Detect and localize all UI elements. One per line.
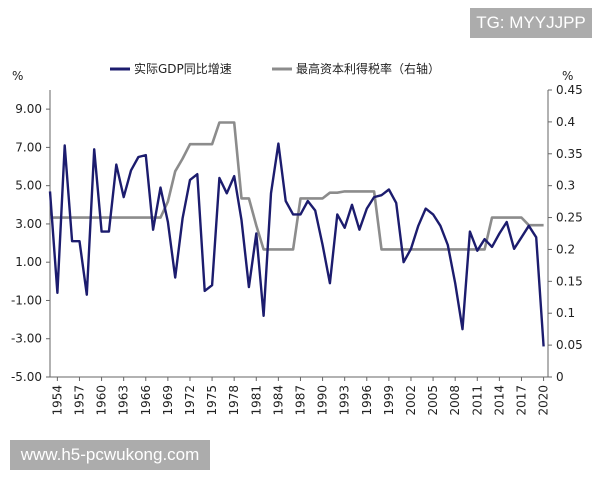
series-line-capital-gains-tax [50, 121, 544, 251]
right-axis-tick-label: 0.25 [556, 211, 583, 225]
left-axis-tick-label: 9.00 [15, 102, 42, 116]
x-axis-tick-label: 2017 [514, 385, 528, 416]
x-axis-tick-label: 2020 [537, 385, 551, 416]
x-axis-tick-label: 1981 [249, 385, 263, 416]
x-axis-tick-label: 1996 [360, 385, 374, 416]
right-axis-tick-label: 0.35 [556, 147, 583, 161]
left-unit-label: % [12, 69, 23, 83]
x-axis-tick-label: 1963 [117, 385, 131, 416]
series [48, 121, 545, 347]
right-axis-tick-label: 0.45 [556, 83, 583, 97]
x-axis-tick-label: 2002 [404, 385, 418, 416]
left-axis-tick-label: 1.00 [15, 255, 42, 269]
left-axis-tick-label: -3.00 [11, 332, 42, 346]
legend-label-tax: 最高资本利得税率（右轴） [296, 61, 440, 76]
x-axis-tick-label: 1975 [205, 385, 219, 416]
x-axis-tick-label: 1978 [227, 385, 241, 416]
x-axis-tick-label: 1954 [50, 385, 64, 416]
left-axis-tick-label: -5.00 [11, 370, 42, 384]
x-axis-tick-label: 2005 [426, 385, 440, 416]
legend: 实际GDP同比增速 最高资本利得税率（右轴） [110, 61, 440, 76]
watermark-top: TG: MYYJJPP [470, 8, 592, 38]
right-axis-tick-label: 0.3 [556, 179, 575, 193]
watermark-bottom: www.h5-pcwukong.com [10, 440, 210, 470]
x-axis-tick-label: 1999 [382, 385, 396, 416]
x-axis-tick-label: 1969 [161, 385, 175, 416]
right-axis-tick-label: 0.2 [556, 242, 575, 256]
x-axis-tick-label: 2014 [492, 385, 506, 416]
legend-label-gdp: 实际GDP同比增速 [134, 61, 232, 76]
x-axis-tick-label: 1990 [316, 385, 330, 416]
right-axis-tick-label: 0 [556, 370, 564, 384]
axes: 9.00 7.00 5.00 3.00 1.00 -1.00 -3.00 -5.00 0.45 0… [11, 83, 583, 416]
x-axis-tick-label: 1960 [95, 385, 109, 416]
x-axis-tick-label: 1957 [72, 385, 86, 416]
series-line-gdp-growth [48, 142, 545, 347]
right-axis-tick-label: 0.4 [556, 115, 575, 129]
x-axis-tick-label: 2008 [448, 385, 462, 416]
left-axis-tick-label: 7.00 [15, 140, 42, 154]
x-axis-tick-label: 1984 [271, 385, 285, 416]
right-axis-tick-label: 0.05 [556, 338, 583, 352]
x-axis-tick-label: 1987 [293, 385, 307, 416]
x-axis-tick-label: 2011 [470, 385, 484, 416]
left-axis-tick-label: -1.00 [11, 293, 42, 307]
right-axis-tick-label: 0.15 [556, 274, 583, 288]
left-axis-tick-label: 3.00 [15, 217, 42, 231]
left-axis-tick-label: 5.00 [15, 179, 42, 193]
x-axis-tick-label: 1972 [183, 385, 197, 416]
x-axis-tick-label: 1966 [139, 385, 153, 416]
right-axis-tick-label: 0.1 [556, 306, 575, 320]
x-axis-tick-label: 1993 [338, 385, 352, 416]
right-unit-label: % [562, 69, 573, 83]
